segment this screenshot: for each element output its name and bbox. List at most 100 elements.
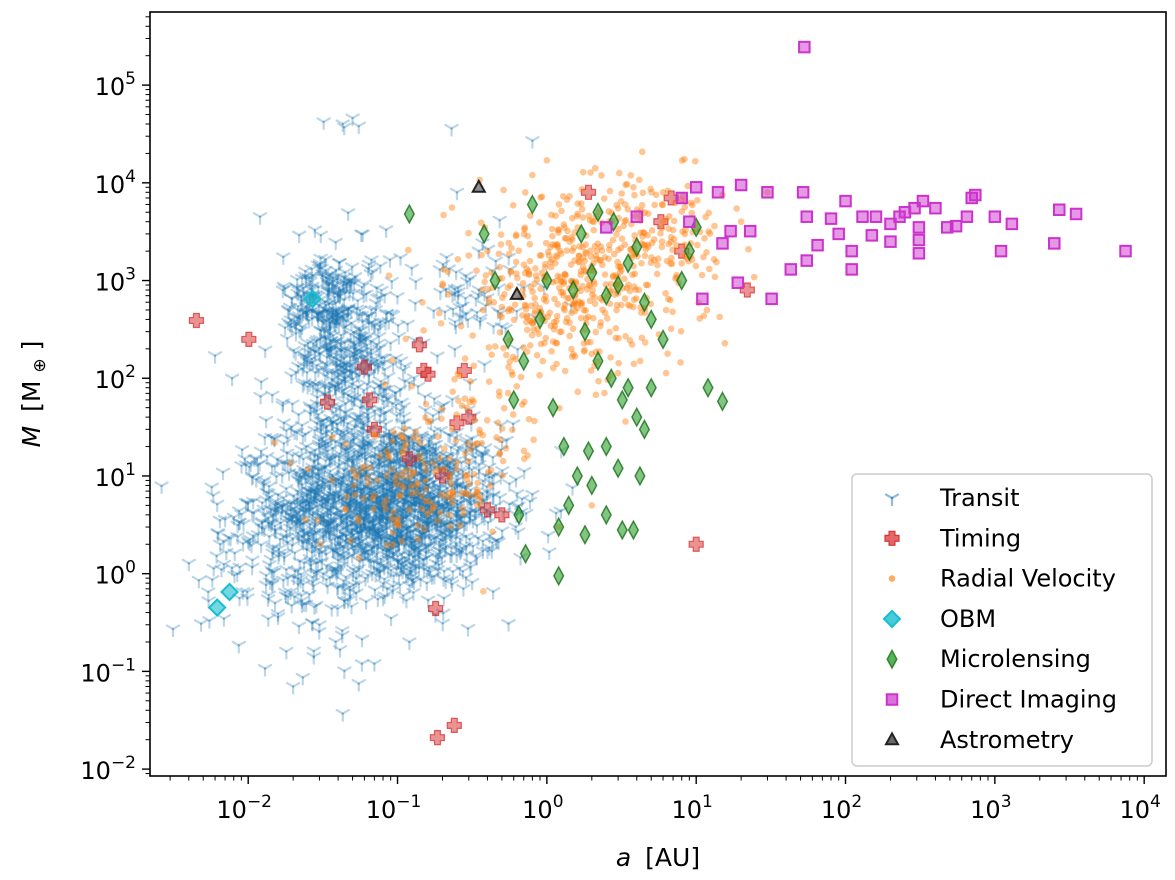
data-point xyxy=(640,229,647,236)
data-point xyxy=(485,344,493,351)
data-point xyxy=(307,492,322,506)
data-point xyxy=(374,521,390,534)
data-point xyxy=(410,470,425,483)
data-point xyxy=(418,457,433,471)
data-point xyxy=(626,287,634,295)
data-point xyxy=(381,381,389,388)
data-point xyxy=(389,438,396,445)
data-point xyxy=(261,488,276,502)
data-point xyxy=(375,507,390,521)
data-point xyxy=(664,350,671,357)
data-point xyxy=(566,332,573,340)
data-point xyxy=(884,217,897,231)
data-point xyxy=(570,244,577,251)
data-point xyxy=(510,316,518,324)
data-point xyxy=(406,438,421,452)
data-point xyxy=(438,405,445,413)
data-point xyxy=(531,294,538,302)
data-point xyxy=(898,205,912,219)
data-point xyxy=(435,465,442,473)
data-point xyxy=(558,207,565,215)
data-point xyxy=(417,473,433,486)
data-point xyxy=(443,514,458,527)
data-point xyxy=(240,499,256,512)
data-point xyxy=(302,516,309,523)
data-point xyxy=(436,309,443,317)
data-point xyxy=(469,332,476,339)
data-point xyxy=(397,481,405,489)
data-point xyxy=(453,465,460,473)
data-point xyxy=(631,270,639,278)
data-point xyxy=(308,527,324,541)
data-point xyxy=(994,244,1008,258)
data-point xyxy=(960,210,974,223)
data-point xyxy=(378,500,394,513)
data-point xyxy=(389,564,404,578)
data-point xyxy=(420,496,436,510)
data-point xyxy=(532,272,540,279)
data-point xyxy=(410,507,426,521)
data-point xyxy=(467,445,474,453)
data-point xyxy=(462,507,478,521)
data-point xyxy=(414,529,430,542)
data-point xyxy=(388,356,396,364)
data-point xyxy=(370,528,385,542)
data-point xyxy=(425,501,441,515)
data-point xyxy=(382,513,397,527)
data-point xyxy=(373,504,389,518)
data-point xyxy=(514,494,530,508)
data-point xyxy=(588,350,596,358)
data-point xyxy=(344,550,360,564)
data-point xyxy=(648,227,656,234)
data-point xyxy=(451,442,466,456)
data-point xyxy=(386,491,402,505)
data-point xyxy=(344,525,360,538)
data-point xyxy=(461,492,477,506)
data-point xyxy=(350,482,358,489)
data-point xyxy=(588,502,596,509)
data-point xyxy=(432,522,447,536)
data-point xyxy=(342,504,357,518)
data-point xyxy=(349,452,365,465)
data-point xyxy=(434,433,442,441)
data-point xyxy=(694,241,701,249)
data-point xyxy=(352,441,367,455)
data-point xyxy=(418,518,433,531)
data-point xyxy=(452,563,468,577)
data-point xyxy=(410,439,425,452)
data-point xyxy=(383,472,390,480)
data-point xyxy=(326,565,341,579)
data-point xyxy=(618,301,625,309)
data-point xyxy=(358,465,366,473)
data-point xyxy=(332,506,347,520)
data-point xyxy=(455,397,462,404)
data-point xyxy=(713,258,720,266)
data-point xyxy=(496,263,504,271)
data-point xyxy=(585,212,593,220)
data-point xyxy=(988,210,1002,223)
data-point xyxy=(328,476,336,484)
data-point xyxy=(597,322,604,330)
data-point xyxy=(1048,237,1061,250)
data-point xyxy=(451,544,467,558)
data-point xyxy=(512,258,520,266)
data-point xyxy=(458,448,473,461)
data-point xyxy=(591,242,599,250)
data-point xyxy=(505,250,513,258)
data-point xyxy=(679,228,686,235)
data-point xyxy=(500,344,507,352)
data-point xyxy=(336,551,351,565)
data-point xyxy=(626,337,634,344)
data-point xyxy=(668,254,675,262)
data-point xyxy=(555,201,563,208)
data-point xyxy=(420,480,436,494)
data-point xyxy=(398,528,414,542)
data-point xyxy=(328,497,344,511)
data-point xyxy=(1069,207,1083,221)
data-point xyxy=(716,313,723,321)
data-point xyxy=(560,221,568,228)
data-point xyxy=(399,504,414,517)
data-point xyxy=(417,466,432,480)
data-point xyxy=(367,464,374,472)
data-point xyxy=(322,572,338,586)
